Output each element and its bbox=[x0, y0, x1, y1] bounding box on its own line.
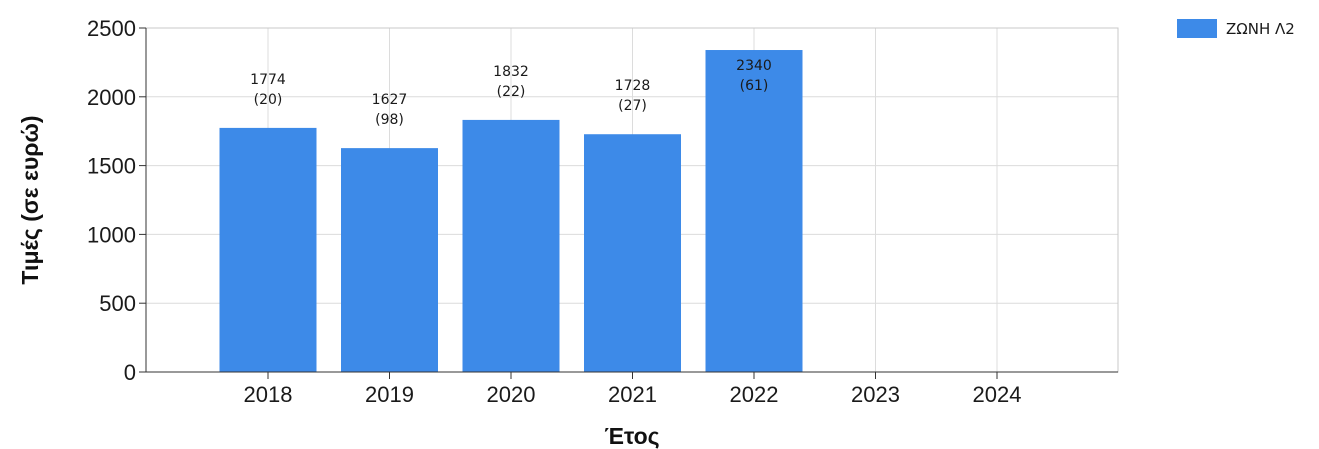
count-label-2020: (22) bbox=[497, 84, 526, 100]
x-tick-label-2024: 2024 bbox=[973, 382, 1022, 407]
bar-2018 bbox=[219, 127, 317, 372]
count-label-2018: (20) bbox=[254, 92, 283, 108]
bar-2022 bbox=[705, 50, 803, 373]
x-tick-label-2019: 2019 bbox=[365, 382, 414, 407]
legend-label: ΖΩΝΗ Λ2 bbox=[1226, 19, 1295, 38]
x-tick-label-2021: 2021 bbox=[608, 382, 657, 407]
y-tick-label: 1000 bbox=[87, 222, 136, 247]
count-label-2019: (98) bbox=[375, 112, 404, 128]
y-tick-label: 2500 bbox=[87, 16, 136, 41]
x-tick-label-2018: 2018 bbox=[244, 382, 293, 407]
count-label-2022: (61) bbox=[740, 78, 769, 94]
value-label-2020: 1832 bbox=[493, 64, 529, 80]
y-axis-ticks: 0 500 1000 1500 2000 2500 bbox=[87, 16, 146, 385]
value-label-2022: 2340 bbox=[736, 58, 772, 74]
y-tick-label: 1500 bbox=[87, 154, 136, 179]
y-axis-title: Τιμές (σε ευρώ) bbox=[17, 115, 43, 284]
y-tick-label: 0 bbox=[124, 360, 136, 385]
bar-2021 bbox=[584, 134, 681, 372]
x-tick-label-2020: 2020 bbox=[487, 382, 536, 407]
value-label-2021: 1728 bbox=[615, 78, 651, 94]
value-label-2019: 1627 bbox=[372, 92, 408, 108]
value-label-2018: 1774 bbox=[250, 72, 286, 88]
x-axis-ticks: 2018 2019 2020 2021 2022 2023 2024 bbox=[244, 372, 1022, 407]
legend: ΖΩΝΗ Λ2 bbox=[1177, 19, 1295, 38]
bar-2019 bbox=[341, 148, 438, 372]
y-tick-label: 2000 bbox=[87, 85, 136, 110]
x-tick-label-2023: 2023 bbox=[851, 382, 900, 407]
data-labels: 1774 (20) 1627 (98) 1832 (22) 1728 (27) 2340 (61) bbox=[250, 58, 772, 128]
bar-2020 bbox=[462, 119, 560, 372]
count-label-2021: (27) bbox=[618, 98, 647, 114]
bars bbox=[219, 50, 803, 373]
y-tick-label: 500 bbox=[99, 291, 136, 316]
x-axis-title: Έτος bbox=[604, 423, 659, 449]
legend-swatch bbox=[1177, 19, 1217, 38]
x-tick-label-2022: 2022 bbox=[730, 382, 779, 407]
